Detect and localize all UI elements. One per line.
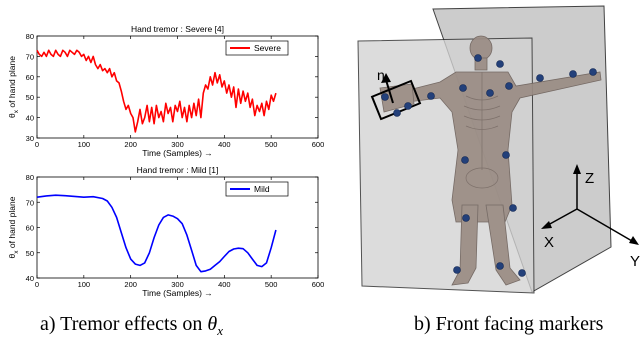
- x-tick-label: 0: [35, 280, 39, 289]
- x-tick-label: 200: [124, 140, 137, 149]
- x-axis-label: Time (Samples) →: [142, 288, 213, 298]
- y-axis-label: θx of hand plane: [7, 56, 20, 118]
- severe-tremor-chart: Hand tremor : Severe [4] 0 100 200 300 400 500…: [7, 24, 324, 158]
- y-tick-label: 80: [26, 32, 34, 41]
- caption-left-text: a) Tremor effects on: [40, 313, 208, 335]
- marker: [496, 262, 504, 270]
- marker: [461, 156, 469, 164]
- skeleton-lines: [463, 72, 501, 189]
- marker: [453, 266, 461, 274]
- x-tick-label: 500: [265, 140, 278, 149]
- y-tick-label: 80: [26, 173, 34, 182]
- marker: [496, 60, 504, 68]
- series-line-mild: [36, 194, 277, 273]
- y-tick-label: 60: [26, 73, 34, 82]
- y-tick-label: 60: [26, 224, 34, 233]
- marker: [381, 93, 389, 101]
- marker: [518, 269, 526, 277]
- markers: [381, 54, 597, 277]
- normal-vector: [385, 79, 394, 104]
- marker: [509, 204, 517, 212]
- chart-title: Hand tremor : Mild [1]: [137, 165, 219, 175]
- legend-box: [225, 40, 289, 56]
- marker: [393, 109, 401, 117]
- y-tick-label: 50: [26, 93, 34, 102]
- y-tick-label: 70: [26, 198, 34, 207]
- x-tick-label: 300: [171, 280, 184, 289]
- x-tick-label: 200: [124, 280, 137, 289]
- x-tick-label: 400: [218, 280, 231, 289]
- marker: [536, 74, 544, 82]
- x-tick-label: 600: [312, 280, 325, 289]
- marker: [486, 89, 494, 97]
- hand-plane: n: [370, 67, 422, 121]
- y-tick-label: 40: [26, 274, 34, 283]
- marker: [505, 82, 513, 90]
- axis-x-label: X: [544, 234, 554, 251]
- x-tick-label: 0: [35, 140, 39, 149]
- legend-label: Mild: [254, 184, 270, 194]
- mild-tremor-chart: Hand tremor : Mild [1] 0 100 200 300 400 500 60…: [7, 165, 324, 298]
- caption-right: b) Front facing markers: [414, 313, 604, 335]
- marker: [569, 70, 577, 78]
- y-tick-label: 50: [26, 249, 34, 258]
- marker: [589, 68, 597, 76]
- y-tick-label: 30: [26, 134, 34, 143]
- normal-label: n: [377, 67, 385, 83]
- x-tick-label: 100: [78, 140, 91, 149]
- marker: [404, 102, 412, 110]
- caption-theta-sub: x: [217, 323, 223, 338]
- x-tick-label: 600: [312, 140, 325, 149]
- series-line-severe: [36, 49, 277, 133]
- marker: [459, 84, 467, 92]
- legend-box: [225, 181, 289, 197]
- y-tick-label: 40: [26, 114, 34, 123]
- axis-z-label: Z: [585, 170, 594, 187]
- x-tick-label: 400: [218, 140, 231, 149]
- x-tick-label: 100: [78, 280, 91, 289]
- axis-y-label: Y: [630, 253, 640, 270]
- x-axis-label: Time (Samples) →: [142, 148, 213, 158]
- y-axis-label: θx of hand plane: [7, 196, 20, 258]
- body-marker-figure: n: [357, 5, 640, 294]
- y-tick-label: 70: [26, 52, 34, 61]
- chart-title: Hand tremor : Severe [4]: [131, 24, 224, 34]
- caption-theta: θ: [207, 313, 218, 335]
- marker: [474, 54, 482, 62]
- legend-label: Severe: [254, 43, 281, 53]
- marker: [502, 151, 510, 159]
- marker: [462, 214, 470, 222]
- x-tick-label: 300: [171, 140, 184, 149]
- normal-arrowhead: [381, 73, 391, 83]
- x-tick-label: 500: [265, 280, 278, 289]
- coordinate-axes: [541, 164, 639, 245]
- marker: [427, 92, 435, 100]
- caption-left: a) Tremor effects on θx: [40, 313, 223, 339]
